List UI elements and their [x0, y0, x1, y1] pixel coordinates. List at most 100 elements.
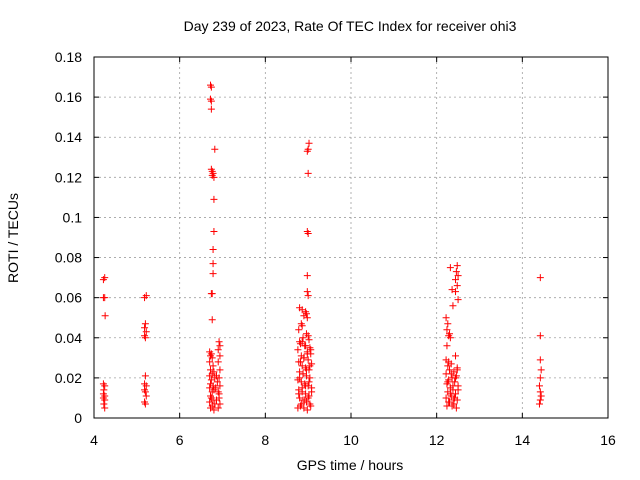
data-point — [142, 292, 150, 300]
data-point — [303, 288, 311, 296]
data-point — [142, 392, 150, 400]
data-point — [301, 342, 309, 350]
data-point — [454, 386, 462, 394]
data-point — [536, 388, 544, 396]
data-point — [305, 378, 313, 386]
grid-lines — [94, 57, 608, 418]
data-point — [306, 362, 314, 370]
data-point — [308, 388, 316, 396]
data-point — [452, 268, 460, 276]
data-point — [209, 260, 217, 268]
data-point — [295, 326, 303, 334]
x-axis-label: GPS time / hours — [297, 457, 404, 473]
data-point — [452, 374, 460, 382]
data-point — [295, 390, 303, 398]
data-point — [216, 400, 224, 408]
data-point — [207, 97, 215, 105]
data-point — [216, 342, 224, 350]
data-point — [141, 324, 149, 332]
data-point — [446, 390, 454, 398]
data-point — [536, 332, 544, 340]
data-point — [305, 139, 313, 147]
data-point — [206, 372, 214, 380]
data-point — [207, 83, 215, 91]
data-point — [443, 342, 451, 350]
data-point — [303, 350, 311, 358]
x-tick-label: 4 — [90, 432, 98, 448]
data-point — [208, 290, 216, 298]
data-point — [304, 169, 312, 177]
data-point — [444, 320, 452, 328]
data-point — [536, 374, 544, 382]
data-point — [453, 366, 461, 374]
axis-ticks — [93, 56, 609, 419]
data-point — [212, 384, 220, 392]
data-point — [296, 358, 304, 366]
data-point — [208, 388, 216, 396]
y-tick-label: 0 — [74, 410, 82, 426]
data-point — [142, 382, 150, 390]
data-point — [452, 404, 460, 412]
data-point — [296, 374, 304, 382]
data-point — [299, 370, 307, 378]
data-point — [446, 366, 454, 374]
data-point — [304, 394, 312, 402]
data-point — [449, 302, 457, 310]
data-point — [443, 326, 451, 334]
data-point — [447, 370, 455, 378]
data-point — [446, 334, 454, 342]
data-point — [448, 402, 456, 410]
data-point — [302, 366, 310, 374]
x-tick-label: 14 — [515, 432, 531, 448]
data-point — [216, 382, 224, 390]
y-tick-label: 0.16 — [55, 89, 82, 105]
data-point — [215, 338, 223, 346]
data-point — [303, 272, 311, 280]
data-point — [302, 382, 310, 390]
data-point — [537, 366, 545, 374]
data-point — [306, 374, 314, 382]
data-point — [444, 378, 452, 386]
data-point — [141, 372, 149, 380]
y-tick-label: 0.08 — [55, 250, 82, 266]
data-point — [305, 336, 313, 344]
data-point — [208, 316, 216, 324]
data-point — [452, 276, 460, 284]
data-point — [298, 338, 306, 346]
data-point — [298, 322, 306, 330]
y-tick-labels: 0 0.02 0.04 0.06 0.08 0.1 0.12 0.14 0.16 0.18 — [55, 49, 82, 426]
data-point — [142, 328, 150, 336]
y-tick-label: 0.04 — [55, 330, 82, 346]
data-point — [304, 332, 312, 340]
data-point — [450, 396, 458, 404]
data-point — [304, 229, 312, 237]
data-point — [209, 362, 217, 370]
x-tick-labels: 4 6 8 10 12 14 16 — [90, 432, 616, 448]
data-point — [101, 294, 109, 302]
chart-title: Day 239 of 2023, Rate Of TEC Index for r… — [184, 18, 517, 34]
data-point — [307, 402, 315, 410]
data-point — [208, 354, 216, 362]
data-point — [446, 264, 454, 272]
data-point — [209, 246, 217, 254]
data-point — [294, 404, 302, 412]
data-point — [141, 334, 149, 342]
data-point — [454, 296, 462, 304]
data-point — [214, 346, 222, 354]
data-point — [304, 292, 312, 300]
x-tick-label: 16 — [600, 432, 616, 448]
x-tick-label: 6 — [176, 432, 184, 448]
data-point — [101, 312, 109, 320]
data-point — [444, 362, 452, 370]
data-point — [303, 314, 311, 322]
y-tick-label: 0.12 — [55, 169, 82, 185]
data-point — [101, 396, 109, 404]
data-point — [297, 400, 305, 408]
data-point — [452, 352, 460, 360]
data-point — [214, 358, 222, 366]
data-point — [100, 400, 108, 408]
x-tick-label: 8 — [261, 432, 269, 448]
data-point — [210, 227, 218, 235]
data-point — [299, 334, 307, 342]
data-point — [303, 406, 311, 414]
